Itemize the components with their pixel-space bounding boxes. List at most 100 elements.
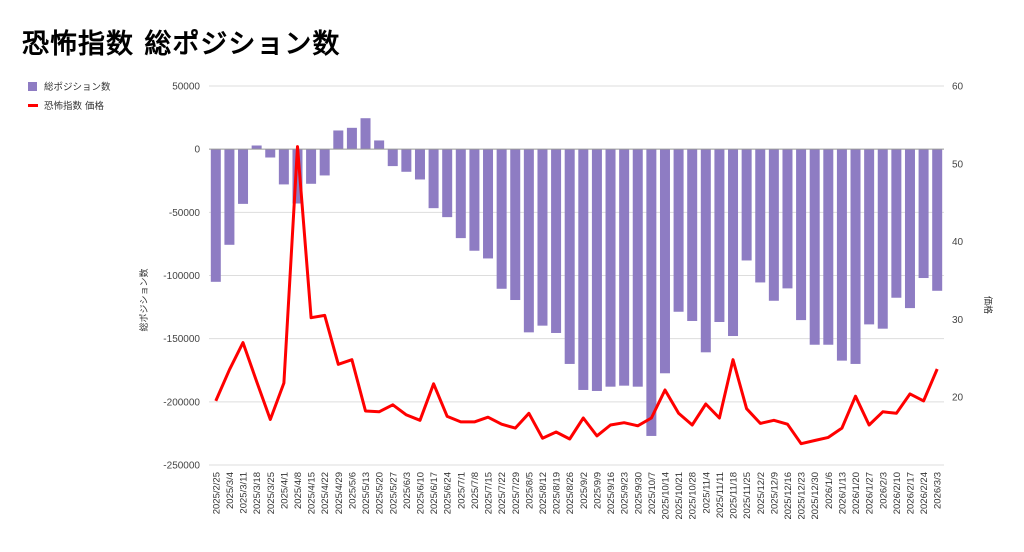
bar (455, 149, 466, 239)
x-tick-label: 2025/10/14 (660, 472, 671, 520)
x-tick-label: 2026/3/3 (933, 472, 944, 509)
bar-series (210, 118, 943, 436)
right-axis-ticks: 60 50 40 30 20 (952, 82, 964, 404)
right-tick-label: 30 (952, 315, 964, 326)
bar (564, 149, 575, 364)
x-tick-label: 2025/6/24 (443, 472, 454, 514)
right-axis-label: 価格 (982, 296, 994, 314)
bar (796, 149, 807, 321)
bar (346, 127, 357, 150)
bar (823, 149, 834, 345)
x-tick-label: 2025/3/4 (225, 472, 236, 509)
bar (891, 149, 902, 298)
bar (755, 149, 766, 283)
x-tick-label: 2026/1/27 (865, 472, 876, 514)
x-tick-label: 2026/2/24 (919, 472, 930, 514)
bar (932, 149, 943, 291)
x-tick-label: 2026/2/10 (892, 472, 903, 514)
bar (483, 149, 494, 259)
x-tick-label: 2025/8/26 (565, 472, 576, 514)
bar (904, 149, 915, 309)
bar (864, 149, 875, 325)
x-tick-label: 2025/3/25 (266, 472, 277, 514)
bar (741, 149, 752, 261)
line-series (214, 145, 939, 446)
left-axis-ticks: 50000 0 -50000 -100000 -150000 -200000 -250000 (163, 82, 200, 472)
bar (224, 149, 235, 245)
x-tick-label: 2025/8/19 (552, 472, 563, 514)
x-tick-label: 2025/6/10 (415, 472, 426, 514)
x-tick-label: 2025/6/17 (429, 472, 440, 514)
left-tick-label: 0 (194, 145, 200, 156)
x-tick-label: 2025/12/2 (756, 472, 767, 514)
bar (333, 130, 344, 150)
x-tick-label: 2025/10/21 (674, 472, 685, 520)
bar (700, 149, 711, 353)
bar (523, 149, 534, 333)
x-tick-label: 2025/3/11 (239, 472, 250, 514)
legend-label-line: 恐怖指数 価格 (44, 100, 105, 112)
bar (659, 149, 670, 374)
x-tick-label: 2025/7/1 (456, 472, 467, 509)
x-tick-label: 2025/7/8 (470, 472, 481, 509)
bar (469, 149, 480, 251)
left-axis-label: 総ポジション数 (138, 268, 150, 331)
x-tick-label: 2025/9/30 (633, 472, 644, 514)
bar (238, 149, 249, 204)
bar (768, 149, 779, 301)
x-tick-label: 2026/2/3 (878, 472, 889, 509)
bar (360, 118, 371, 150)
x-tick-label: 2025/3/18 (252, 472, 263, 514)
bar (428, 149, 439, 209)
x-tick-label: 2025/5/20 (375, 472, 386, 514)
bar (918, 149, 929, 279)
x-tick-label: 2025/4/29 (334, 472, 345, 514)
left-tick-label: -50000 (169, 208, 201, 219)
bar (510, 149, 521, 301)
x-tick-label: 2025/8/5 (524, 472, 535, 509)
bar (728, 149, 739, 337)
bar (687, 149, 698, 321)
x-tick-label: 2025/11/11 (715, 472, 726, 518)
x-tick-label: 2025/7/22 (497, 472, 508, 514)
bar (374, 140, 385, 150)
bar (714, 149, 725, 322)
x-tick-label: 2025/11/25 (742, 472, 753, 519)
x-tick-label: 2026/2/17 (905, 472, 916, 514)
legend-label-bar: 総ポジション数 (44, 81, 111, 93)
left-tick-label: -100000 (163, 271, 200, 282)
bar (619, 149, 630, 386)
x-tick-label: 2025/4/15 (307, 472, 318, 514)
x-tick-label: 2025/10/28 (688, 472, 699, 520)
left-tick-label: -200000 (163, 397, 200, 408)
x-tick-label: 2025/9/23 (620, 472, 631, 514)
right-tick-label: 40 (952, 237, 964, 248)
bar (442, 149, 453, 218)
x-axis-ticks: 2025/2/25 2025/3/4 2025/3/11 2025/3/18 2025/… (211, 472, 943, 520)
bar (401, 149, 412, 172)
bar (836, 149, 847, 361)
legend: 総ポジション数 恐怖指数 価格 (28, 81, 111, 112)
x-tick-label: 2025/2/25 (211, 472, 222, 514)
x-tick-label: 2026/1/20 (851, 472, 862, 514)
x-tick-label: 2025/9/16 (606, 472, 617, 514)
x-tick-label: 2025/9/2 (579, 472, 590, 509)
bar (877, 149, 888, 329)
x-tick-label: 2025/12/30 (810, 472, 821, 520)
x-tick-label: 2025/12/23 (797, 472, 808, 520)
bar (673, 149, 684, 312)
x-tick-label: 2025/11/4 (701, 472, 712, 514)
bar (809, 149, 820, 345)
bar (414, 149, 425, 180)
x-tick-label: 2025/12/9 (769, 472, 780, 514)
right-tick-label: 20 (952, 393, 964, 404)
bar (591, 149, 602, 391)
bar (632, 149, 643, 387)
x-tick-label: 2025/4/22 (320, 472, 331, 514)
chart-title: 恐怖指数 総ポジション数 (22, 29, 341, 60)
x-tick-label: 2025/12/16 (783, 472, 794, 520)
bar (551, 149, 562, 333)
bar (210, 149, 221, 282)
x-tick-label: 2025/10/7 (647, 472, 658, 514)
bar (387, 149, 398, 167)
